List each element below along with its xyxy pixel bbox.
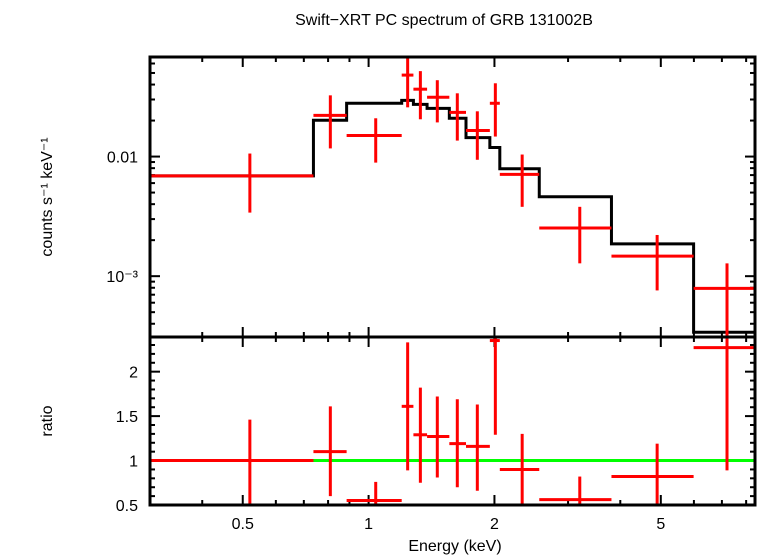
chart-title: Swift−XRT PC spectrum of GRB 131002B [295,12,593,29]
y-tick-label: 2 [129,365,138,382]
x-axis-label: Energy (keV) [408,538,501,555]
ratio-panel: 0.5 1 1.5 2 0.5 1 2 5 [116,335,757,533]
y-tick-label: 0.01 [107,150,138,167]
y-tick-label: 1.5 [116,409,138,426]
x-tick-label: 2 [490,516,499,533]
y-tick-label: 10⁻³ [106,269,138,286]
x-tick-label: 1 [364,516,373,533]
y-tick-label: 0.5 [116,498,138,515]
bottom-y-axis-label: ratio [39,405,56,436]
model-step-line [150,98,755,334]
x-tick-label: 5 [656,516,665,533]
y-tick-label: 1 [129,454,138,471]
spectrum-panel: 0.01 10⁻³ [106,55,757,339]
ratio-frame [148,335,757,507]
top-y-axis-label: counts s⁻¹ keV⁻¹ [39,137,56,256]
x-tick-label: 0.5 [232,516,254,533]
spectrum-frame [148,55,757,339]
